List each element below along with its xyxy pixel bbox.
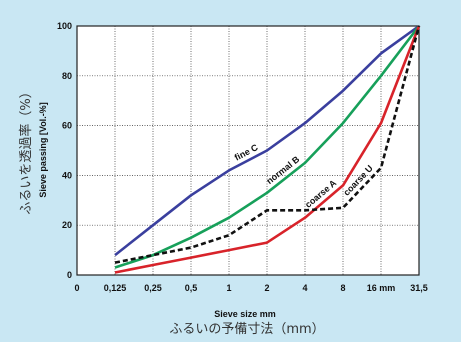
y-tick-label: 80 [62, 71, 72, 81]
x-tick-label: 0,125 [104, 283, 127, 293]
series-line-coarse-u [114, 25, 421, 264]
x-tick-label: 2 [264, 283, 269, 293]
y-tick-label: 40 [62, 170, 72, 180]
x-axis-label-japanese: ふるいの予備寸法（mm） [169, 321, 324, 337]
x-tick-label: 4 [302, 283, 307, 293]
y-tick-label: 100 [57, 21, 72, 31]
tick-labels: 0 0,125 0,25 0,5 1 2 4 8 16 mm 31,5 0 20 40 60 80 100 [57, 21, 428, 293]
y-tick-label: 20 [62, 220, 72, 230]
x-tick-label: 0,5 [185, 283, 198, 293]
x-tick-label: 31,5 [410, 283, 428, 293]
series-lines [114, 24, 421, 274]
y-tick-label: 0 [67, 270, 72, 280]
y-tick-label: 60 [62, 121, 72, 131]
x-axis-label: Sieve size mm [214, 309, 276, 319]
x-tick-label: 0 [74, 283, 79, 293]
x-tick-label: 1 [226, 283, 231, 293]
x-tick-label: 8 [340, 283, 345, 293]
grid [76, 25, 420, 276]
x-tick-label: 16 mm [367, 283, 396, 293]
series-line-normal-b [114, 25, 421, 269]
series-line-coarse-a [114, 25, 421, 274]
y-axis-label-japanese: ふるいを透過率（%） [18, 85, 34, 214]
y-axis-label: Sieve passing [Vol.-%] [38, 102, 48, 197]
series-line-fine-c [114, 24, 420, 257]
x-tick-label: 0,25 [144, 283, 162, 293]
plot-area [76, 25, 420, 276]
